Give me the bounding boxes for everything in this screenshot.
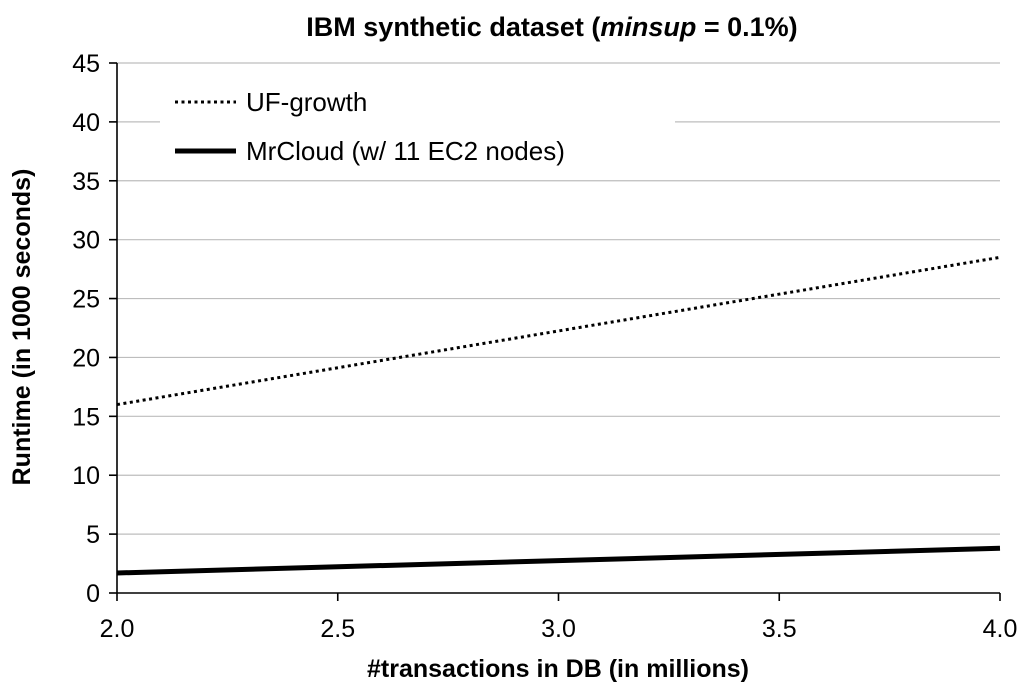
chart-title-suffix: = 0.1%) (696, 12, 797, 42)
x-tick-label: 3.5 (762, 615, 797, 643)
tick-labels: 0 5 10 15 20 25 30 35 40 45 2.0 2.5 3.0 3.5 4.0 (72, 50, 1017, 643)
y-tick-label: 0 (86, 580, 100, 608)
x-axis-title: #transactions in DB (in millions) (367, 655, 749, 683)
y-tick-label: 35 (72, 168, 100, 196)
x-tick-label: 2.5 (320, 615, 355, 643)
y-axis-title: Runtime (in 1000 seconds) (8, 169, 36, 486)
x-tick-label: 4.0 (983, 615, 1018, 643)
legend-background (160, 80, 675, 180)
legend-label-uf-growth: UF-growth (246, 87, 367, 117)
y-tick-label: 10 (72, 462, 100, 490)
y-tick-label: 5 (86, 521, 100, 549)
legend-label-mrcloud: MrCloud (w/ 11 EC2 nodes) (246, 136, 565, 166)
chart-title-prefix: IBM synthetic dataset ( (306, 12, 600, 42)
series-lines (116, 255, 1001, 576)
legend: UF-growth MrCloud (w/ 11 EC2 nodes) (160, 80, 675, 180)
series-line-mrcloud (116, 545, 1001, 576)
series-line-uf-growth (116, 255, 1001, 407)
chart-title: IBM synthetic dataset (minsup = 0.1%) (306, 12, 797, 42)
chart-title-italic: minsup (600, 12, 696, 42)
gridlines (117, 62, 1000, 535)
y-tick-label: 25 (72, 286, 100, 314)
y-tick-label: 40 (72, 109, 100, 137)
axes (109, 62, 1001, 601)
y-tick-label: 15 (72, 403, 100, 431)
y-tick-label: 20 (72, 344, 100, 372)
x-tick-label: 3.0 (541, 615, 576, 643)
y-tick-label: 45 (72, 50, 100, 78)
y-tick-label: 30 (72, 227, 100, 255)
x-tick-label: 2.0 (100, 615, 135, 643)
